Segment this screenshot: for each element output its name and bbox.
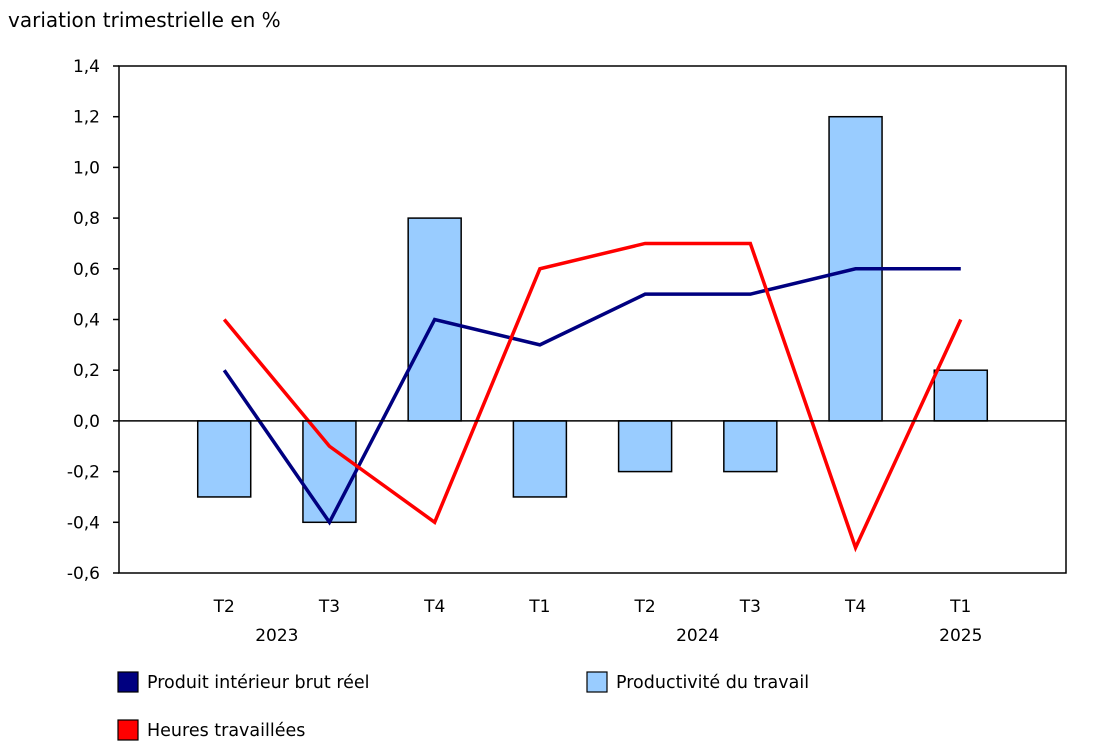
bar-productivite-0 (196, 420, 252, 498)
x-tick-label: T1 (528, 597, 550, 617)
chart-title: variation trimestrielle en % (8, 8, 281, 32)
legend-label: Heures travaillées (147, 721, 305, 741)
y-tick-label: -0,4 (67, 513, 100, 533)
y-tick-label: -0,6 (67, 564, 100, 584)
y-tick-label: -0,2 (67, 463, 100, 483)
bar-productivite-3 (512, 420, 568, 498)
legend-swatch (117, 671, 139, 693)
x-tick-label: T4 (423, 597, 445, 617)
bar-productivite-5 (723, 420, 778, 473)
legend-swatch (586, 671, 608, 693)
x-tick-label: T2 (213, 597, 235, 617)
y-tick-label: 0,4 (73, 311, 100, 331)
x-tick-label: T3 (739, 597, 761, 617)
x-tick-label: T1 (949, 597, 971, 617)
bar-productivite-1 (302, 420, 357, 524)
y-tick-label: 1,0 (73, 158, 100, 178)
x-tick-label: T4 (844, 597, 866, 617)
y-tick-label: 0,8 (73, 209, 100, 229)
x-tick-label: T3 (318, 597, 340, 617)
y-tick-label: 0,0 (73, 412, 100, 432)
line-series-2 (222, 241, 963, 553)
y-tick-label: 1,2 (73, 108, 100, 128)
year-label: 2024 (676, 626, 719, 646)
legend-label: Produit intérieur brut réel (147, 673, 370, 693)
legend-swatch (117, 719, 139, 741)
legend-label: Productivité du travail (616, 673, 809, 693)
y-tick-label: 0,2 (73, 361, 100, 381)
bar-productivite-4 (617, 420, 673, 473)
x-tick-label: T2 (634, 597, 656, 617)
line-series-0 (222, 267, 961, 526)
y-tick-label: 0,6 (73, 260, 100, 280)
year-label: 2023 (255, 626, 298, 646)
year-label: 2025 (939, 626, 982, 646)
y-tick-label: 1,4 (73, 57, 100, 77)
bar-productivite-7 (933, 369, 989, 422)
